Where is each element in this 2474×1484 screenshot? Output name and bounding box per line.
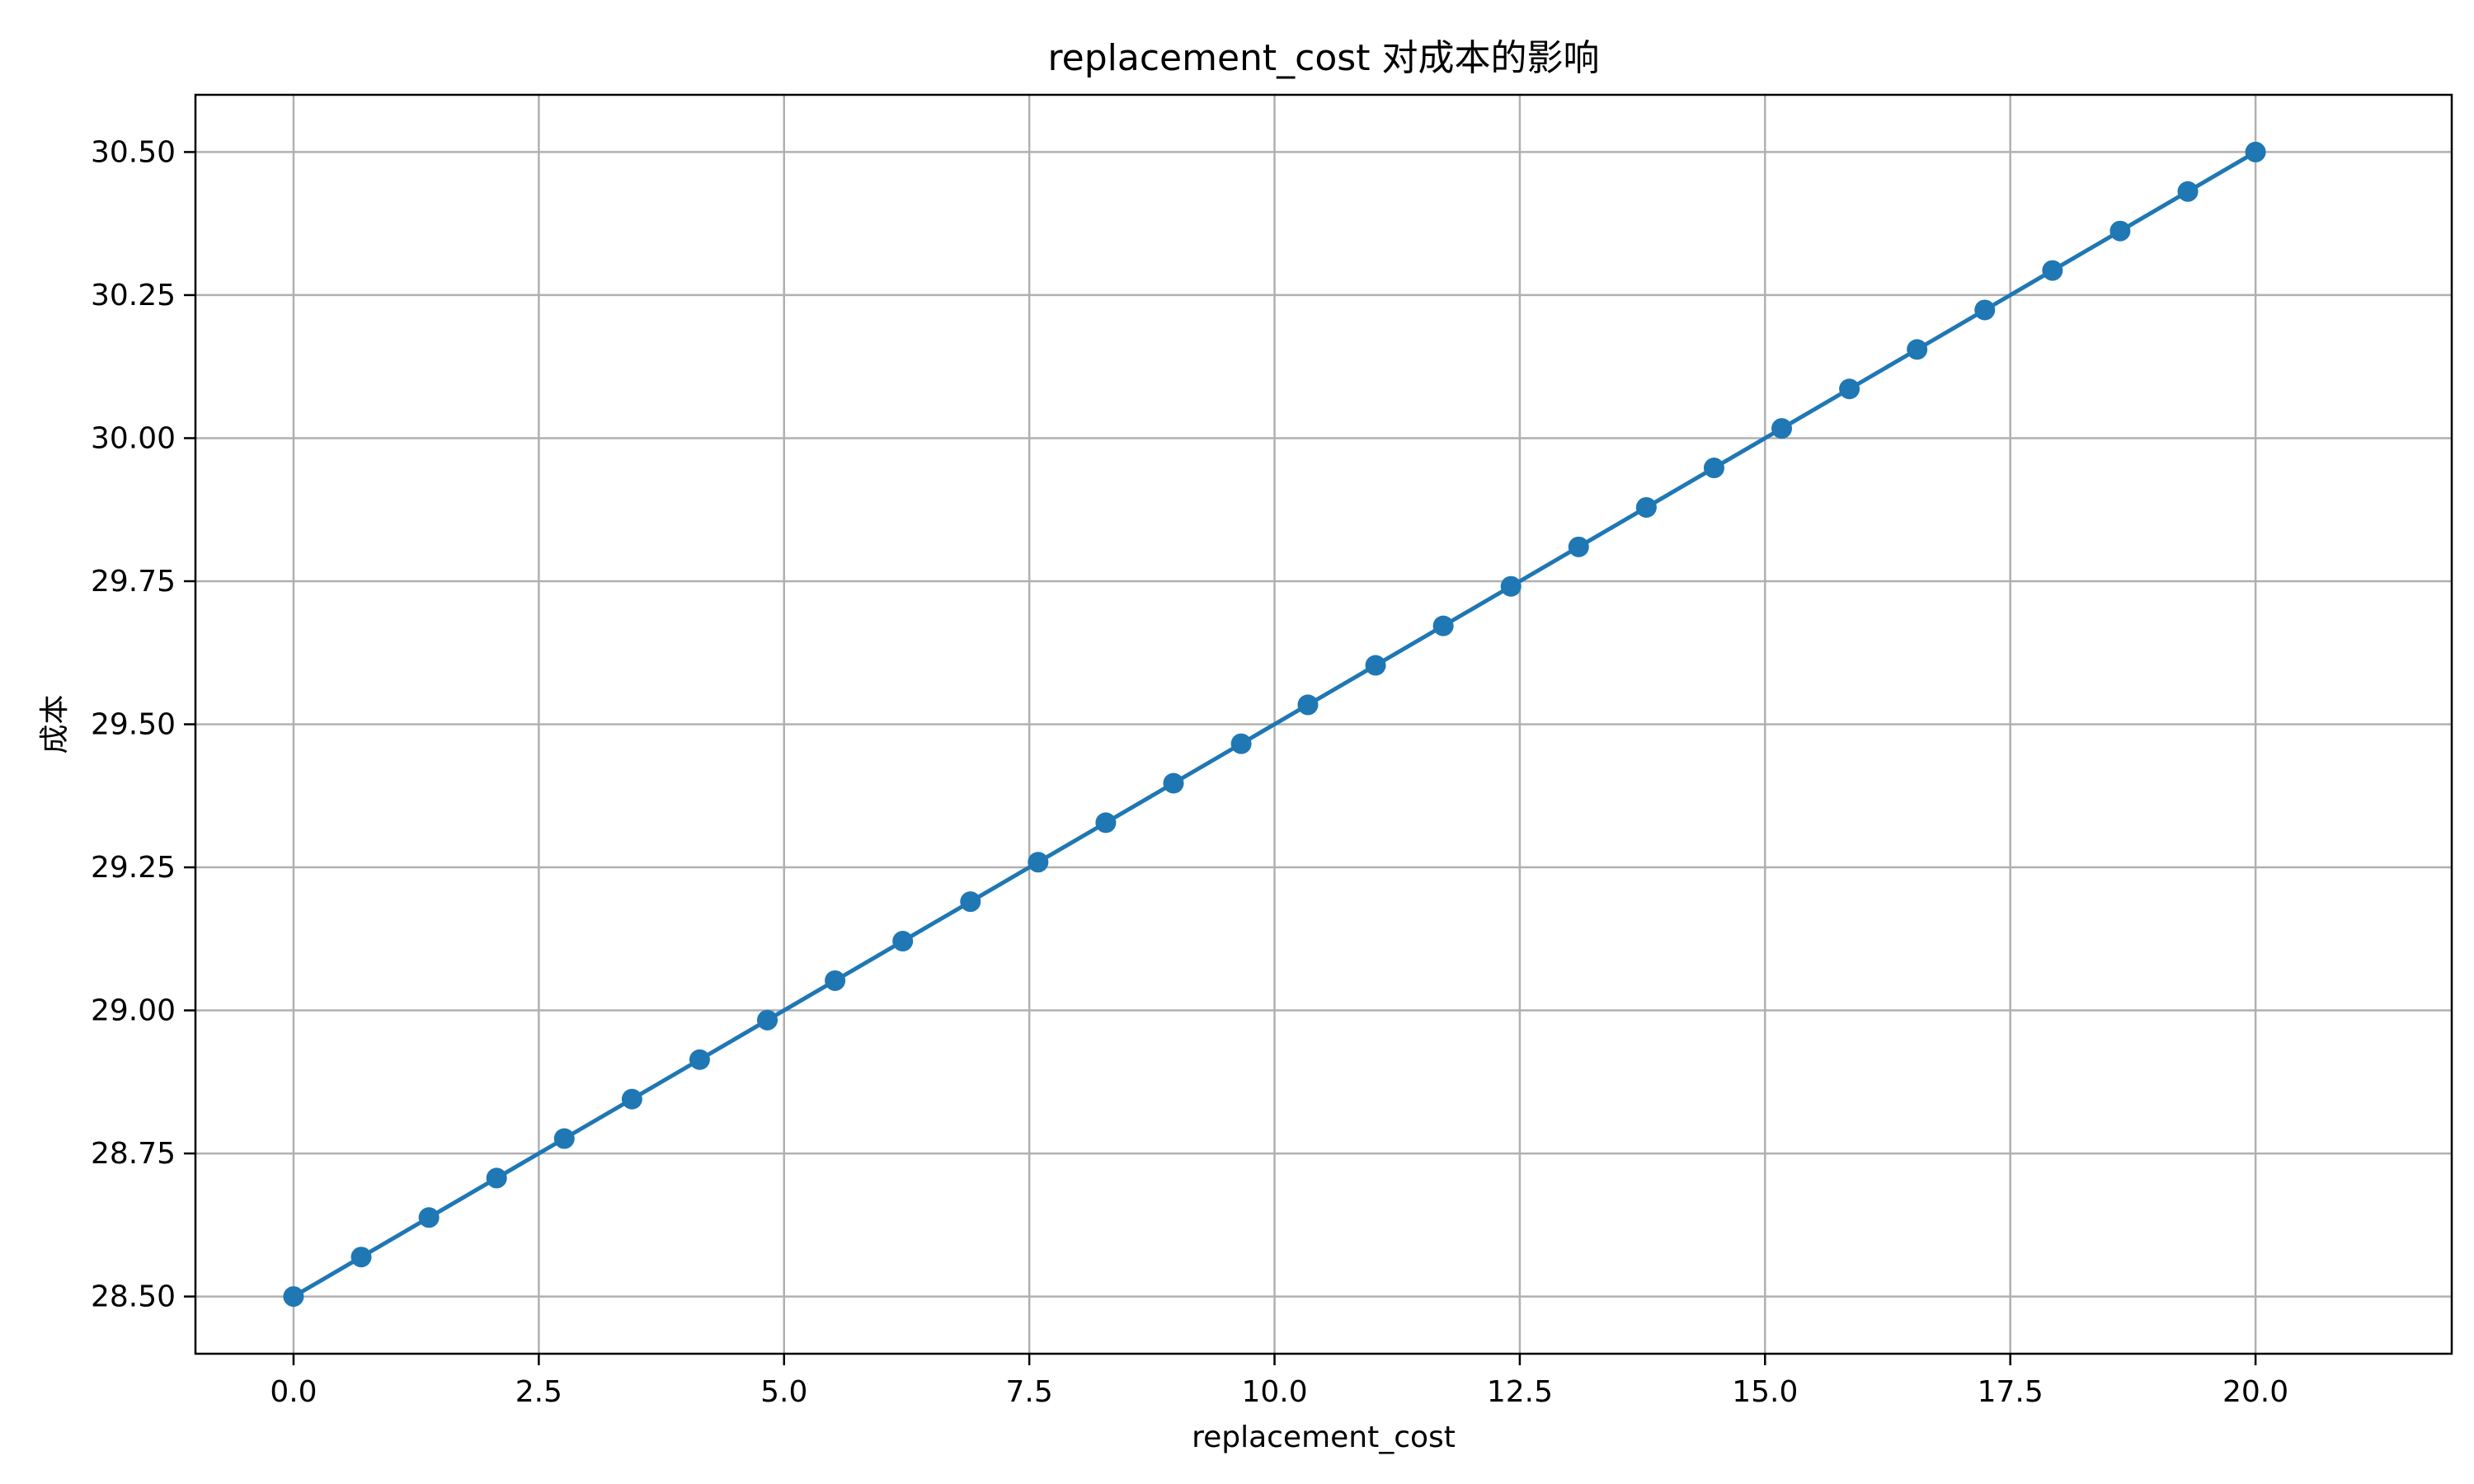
data-point — [2109, 220, 2131, 242]
axis-ticks: 0.0 2.5 5.0 7.5 10.0 12.5 15.0 17.5 20.0 28.50 28.… — [91, 135, 2288, 1409]
data-point — [825, 970, 846, 991]
y-tick-label: 29.50 — [91, 708, 176, 742]
y-tick-label: 30.00 — [91, 421, 176, 455]
data-point — [960, 891, 981, 913]
series-line — [292, 150, 2257, 1298]
x-tick-label: 12.5 — [1487, 1375, 1553, 1409]
data-point — [1974, 299, 1996, 321]
data-point — [1163, 773, 1184, 794]
data-point — [553, 1128, 575, 1149]
data-point — [1635, 496, 1657, 518]
y-tick-label: 30.50 — [91, 135, 176, 169]
data-point — [283, 1286, 304, 1308]
x-tick-label: 17.5 — [1978, 1375, 2044, 1409]
data-point — [1907, 339, 1928, 360]
data-point — [2177, 181, 2199, 202]
data-point — [350, 1247, 372, 1268]
x-tick-label: 7.5 — [1005, 1375, 1052, 1409]
data-point — [2042, 260, 2063, 281]
y-axis-label: 成本 — [38, 694, 72, 754]
data-point — [757, 1009, 778, 1031]
x-tick-label: 2.5 — [515, 1375, 562, 1409]
data-point — [1432, 615, 1454, 636]
y-tick-label: 29.25 — [91, 851, 176, 885]
data-point — [1568, 536, 1589, 557]
data-point — [1771, 418, 1793, 439]
data-point — [621, 1088, 642, 1110]
y-tick-label: 29.00 — [91, 994, 176, 1028]
grid-lines — [195, 95, 2452, 1354]
y-tick-label: 28.50 — [91, 1280, 176, 1314]
data-point — [1230, 733, 1252, 754]
x-axis-label: replacement_cost — [1192, 1421, 1456, 1454]
data-point — [1500, 575, 1522, 597]
y-tick-label: 29.75 — [91, 565, 176, 599]
data-point — [1028, 852, 1049, 873]
x-tick-label: 15.0 — [1732, 1375, 1798, 1409]
data-point — [1703, 458, 1724, 479]
data-point — [418, 1207, 440, 1228]
data-point — [1095, 812, 1117, 834]
series-layer — [283, 141, 2266, 1308]
y-tick-label: 28.75 — [91, 1137, 176, 1171]
x-tick-label: 0.0 — [270, 1375, 317, 1409]
data-point — [1297, 694, 1319, 716]
data-point — [689, 1049, 710, 1070]
data-point — [892, 931, 914, 952]
x-tick-label: 5.0 — [760, 1375, 807, 1409]
data-point — [486, 1167, 507, 1189]
data-point — [1365, 655, 1386, 676]
x-tick-label: 10.0 — [1241, 1375, 1307, 1409]
x-tick-label: 20.0 — [2222, 1375, 2288, 1409]
data-point — [2245, 141, 2266, 162]
data-point — [1839, 378, 1860, 400]
chart-title: replacement_cost 对成本的影响 — [1048, 37, 1600, 79]
y-tick-label: 30.25 — [91, 279, 176, 312]
